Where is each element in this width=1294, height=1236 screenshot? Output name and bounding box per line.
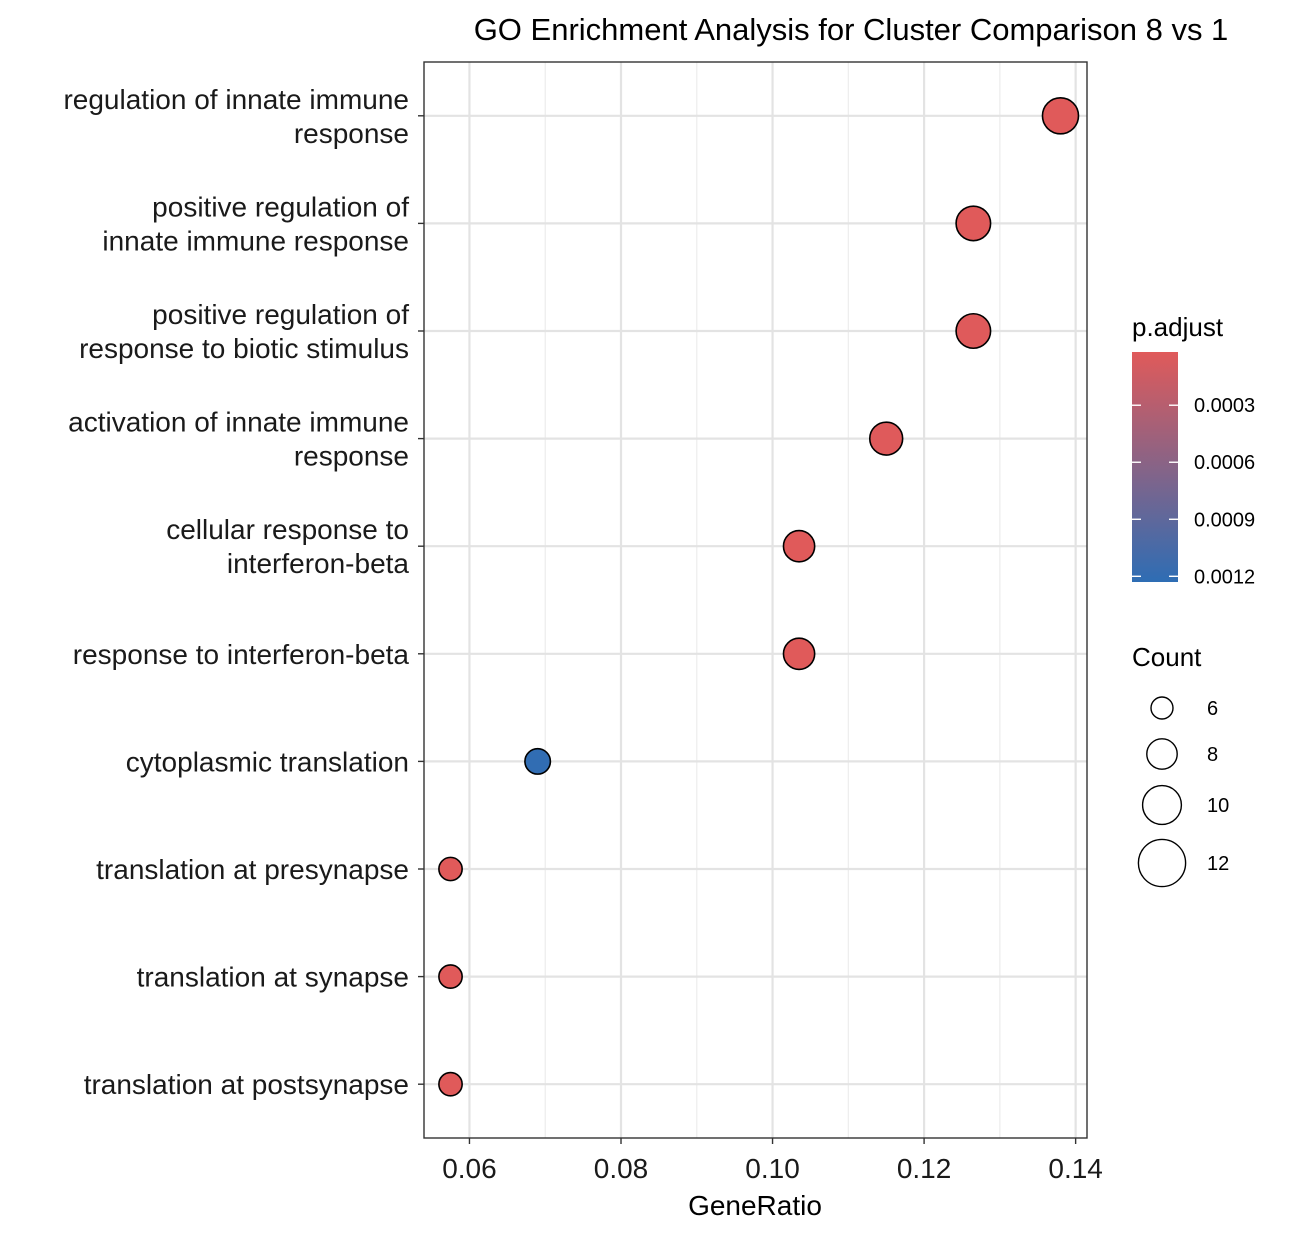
y-axis-label: cytoplasmic translation xyxy=(126,746,409,777)
y-axis-label: translation at presynapse xyxy=(96,854,409,885)
plot-border xyxy=(423,61,1088,1139)
y-axis-label: translation at synapse xyxy=(137,962,409,993)
data-point xyxy=(782,529,816,563)
y-axis-label: response xyxy=(294,441,409,472)
y-axis-label: innate immune response xyxy=(102,225,409,256)
y-axis-label: activation of innate immune xyxy=(68,407,409,438)
x-tick-label: 0.06 xyxy=(442,1153,497,1184)
size-legend-circle xyxy=(1141,784,1183,826)
x-tick-label: 0.12 xyxy=(897,1153,952,1184)
data-point xyxy=(955,312,992,350)
y-axis-labels: regulation of innate immuneresponseposit… xyxy=(63,84,424,1100)
x-tick-label: 0.14 xyxy=(1048,1153,1103,1184)
y-axis-label: positive regulation of xyxy=(152,299,409,330)
color-legend-title: p.adjust xyxy=(1132,312,1224,342)
color-legend-tick-label: 0.0003 xyxy=(1194,395,1255,417)
chart-title: GO Enrichment Analysis for Cluster Compa… xyxy=(474,12,1229,47)
size-legend-entries: 6 8 10 12 xyxy=(1137,696,1229,888)
data-point xyxy=(438,964,463,990)
y-axis-label: response xyxy=(294,118,409,149)
y-axis-label: regulation of innate immune xyxy=(63,84,409,115)
color-legend-tick-label: 0.0012 xyxy=(1194,566,1255,588)
data-point xyxy=(782,637,816,671)
size-legend-label: 8 xyxy=(1207,744,1218,766)
data-point xyxy=(438,856,463,882)
y-axis-label: positive regulation of xyxy=(152,191,409,222)
size-legend-circle xyxy=(1137,838,1187,888)
y-axis-label: response to biotic stimulus xyxy=(79,333,409,364)
size-legend-label: 12 xyxy=(1207,853,1229,875)
y-axis-label: translation at postsynapse xyxy=(84,1069,409,1100)
x-axis: 0.06 0.08 0.10 0.12 0.14 xyxy=(442,1138,1103,1184)
x-tick-label: 0.08 xyxy=(594,1153,649,1184)
plot-panel xyxy=(424,62,1087,1138)
data-point xyxy=(438,1071,463,1097)
data-point xyxy=(868,421,904,456)
y-axis-label: response to interferon-beta xyxy=(73,639,410,670)
size-legend-label: 10 xyxy=(1207,795,1229,817)
y-axis-label: interferon-beta xyxy=(227,548,410,579)
size-legend-label: 6 xyxy=(1207,698,1218,720)
color-legend-bar xyxy=(1132,352,1178,582)
data-point xyxy=(1041,96,1080,135)
data-points xyxy=(438,96,1080,1097)
size-legend-circle xyxy=(1146,738,1178,770)
x-tick-label: 0.10 xyxy=(745,1153,800,1184)
size-legend-circle xyxy=(1150,696,1174,720)
x-axis-title: GeneRatio xyxy=(688,1190,822,1221)
size-legend-title: Count xyxy=(1132,642,1202,672)
color-legend-tick-label: 0.0006 xyxy=(1194,452,1255,474)
color-legend-tick-label: 0.0009 xyxy=(1194,509,1255,531)
y-axis-label: cellular response to xyxy=(166,514,409,545)
color-legend-ticks: 0.0003 0.0006 0.0009 0.0012 xyxy=(1132,395,1255,588)
data-point xyxy=(524,747,552,775)
data-point xyxy=(955,205,992,242)
